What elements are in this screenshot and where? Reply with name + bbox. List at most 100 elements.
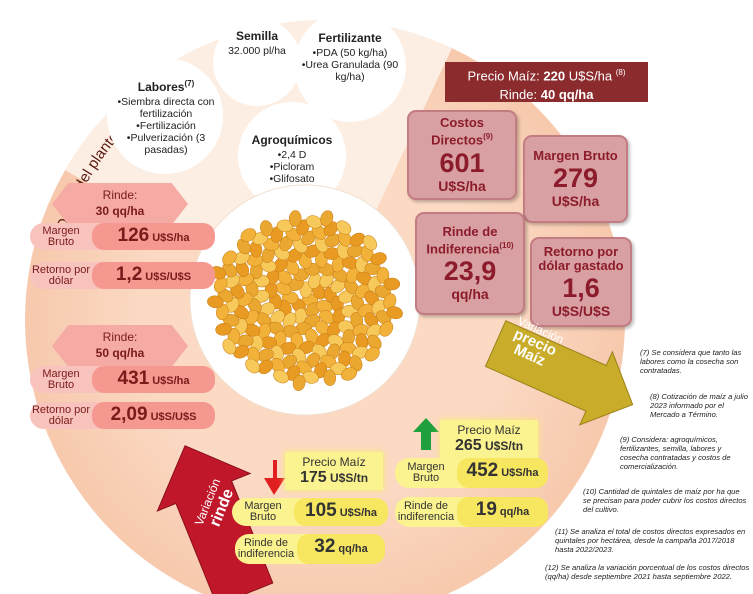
kernel xyxy=(364,347,380,362)
metric-row: Margen Bruto 431 U$S/ha xyxy=(30,366,215,393)
input-fertilizante: Fertilizante •PDA (50 kg/ha) •Urea Granula… xyxy=(300,32,400,83)
kernel xyxy=(320,210,334,227)
bubble xyxy=(294,10,406,122)
kernel xyxy=(258,359,273,375)
input-item: •2,4 D xyxy=(277,149,307,161)
footnote: (12) Se analiza la variación porcentual … xyxy=(545,563,750,582)
metric-row: Margen Bruto 452 U$S/ha xyxy=(395,458,548,488)
kernel xyxy=(240,228,257,242)
scenario-header: Precio Maíz 265 U$S/tn xyxy=(440,420,538,458)
price-line: 265 U$S/tn xyxy=(440,438,538,454)
value: 431 xyxy=(117,368,150,389)
kernel xyxy=(362,235,377,251)
row-value: 452 U$S/ha xyxy=(457,458,548,488)
unit: U$S/ha xyxy=(152,232,190,244)
kernel xyxy=(367,334,382,350)
up-arrow xyxy=(413,418,439,450)
metric-row: Rinde de indiferencia 19 qq/ha xyxy=(395,497,548,527)
input-title: Fertilizante xyxy=(300,32,400,44)
metric-row: Retorno por dólar 2,09 U$S/U$S xyxy=(30,402,215,429)
result-box: Costos Directos(9) 601 U$S/ha xyxy=(407,110,517,200)
input-agroquimicos: Agroquímicos •2,4 D •Picloram •Glifosato xyxy=(242,134,342,185)
result-value: 1,6 xyxy=(562,273,600,303)
unit: U$S/U$S xyxy=(145,271,192,283)
corn xyxy=(207,210,403,392)
row-value: 2,09 U$S/U$S xyxy=(92,402,215,429)
label: Costos Directos xyxy=(431,115,485,148)
label: Precio Maíz xyxy=(302,455,366,469)
row-label: Rinde de indiferencia xyxy=(397,500,455,523)
kernel xyxy=(383,277,401,291)
kernel xyxy=(383,293,397,310)
kernel xyxy=(349,232,366,247)
row-value: 32 qq/ha xyxy=(297,534,385,564)
row-value: 19 qq/ha xyxy=(457,497,548,527)
unit: U$S/tn xyxy=(485,439,524,453)
scenario-header: Precio Maíz 175 U$S/tn xyxy=(285,452,383,490)
note: (9) xyxy=(483,132,493,142)
scenario-header: Rinde: 50 qq/ha xyxy=(52,325,188,367)
footnote: (7) Se considera que tanto las labores c… xyxy=(640,348,742,376)
arrow-shape xyxy=(484,320,634,426)
bubble xyxy=(238,102,346,210)
input-labores: Labores(7) •Siembra directa con fertiliza… xyxy=(110,78,222,156)
result-value: 23,9 xyxy=(443,256,497,287)
value: 32 xyxy=(314,536,336,557)
result-label: Margen Bruto xyxy=(525,149,626,163)
kernel xyxy=(233,345,250,359)
input-semilla: Semilla 32.000 pl/ha xyxy=(217,30,297,57)
value: 452 xyxy=(466,460,499,481)
unit: U$S/ha xyxy=(152,375,190,387)
bubble xyxy=(213,18,301,106)
label: Rinde: xyxy=(102,188,138,202)
row-label: Retorno por dólar xyxy=(31,403,91,427)
footnote: (11) Se analiza el total de costos direc… xyxy=(555,527,746,555)
row-label: Margen Bruto xyxy=(244,500,282,523)
yield-arrow xyxy=(156,445,274,594)
footnote: (10) Cantidad de quintales de maíz por h… xyxy=(583,487,747,515)
kernel xyxy=(305,328,319,345)
label: Rinde de Indiferencia xyxy=(426,223,500,257)
kernel xyxy=(207,295,224,309)
unit: qq/ha xyxy=(338,543,368,555)
kernel xyxy=(276,219,294,233)
kernel xyxy=(285,259,300,276)
result-value: 601 xyxy=(439,147,485,178)
note: (7) xyxy=(184,79,195,88)
input-title: Semilla xyxy=(217,30,297,42)
input-title: Agroquímicos xyxy=(242,134,342,146)
input-item: •PDA (50 kg/ha) xyxy=(312,47,388,59)
result-unit: qq/ha xyxy=(451,286,489,303)
metric-row: Margen Bruto 105 U$S/ha xyxy=(232,498,388,526)
row-value: 431 U$S/ha xyxy=(92,366,215,393)
kernel xyxy=(302,370,319,384)
note: (10) xyxy=(499,240,514,250)
kernel xyxy=(386,306,403,320)
footnote: (8) Cotización de maíz a julio 2023 info… xyxy=(650,392,748,420)
kernel xyxy=(273,369,289,384)
unit: qq/ha xyxy=(499,506,530,518)
scenario-header: Rinde: 30 qq/ha xyxy=(52,183,188,225)
result-label: Retorno por dólar gastado xyxy=(532,245,630,273)
input-title: Labores(7) xyxy=(110,78,222,93)
kernel xyxy=(216,303,229,321)
footnote: (9) Considera: agroquímicos, fertilizant… xyxy=(620,435,731,472)
result-box: Retorno por dólar gastado 1,6 U$S/U$S xyxy=(530,237,632,327)
value: 1,2 xyxy=(115,264,143,285)
result-unit: U$S/ha xyxy=(438,177,486,194)
price-line: Precio Maíz: 220 U$S/ha (8) xyxy=(445,63,648,85)
yield: 30 qq/ha xyxy=(95,204,145,218)
kernel xyxy=(288,210,302,227)
label: Precio Maíz: xyxy=(467,68,540,84)
input-item: •Urea Granulada (90 kg/ha) xyxy=(301,59,399,83)
kernel xyxy=(341,367,357,381)
kernel xyxy=(215,322,232,336)
result-unit: U$S/ha xyxy=(551,193,600,209)
unit: U$S/tn xyxy=(330,471,369,485)
title: Labores xyxy=(137,80,185,94)
kernel xyxy=(379,321,394,337)
price-arrow xyxy=(484,320,634,426)
input-item: •Pulverización (3 pasadas) xyxy=(126,132,206,156)
label: Retorno por dólar gastado xyxy=(538,244,624,273)
result-box: Margen Bruto 279 U$S/ha xyxy=(523,135,628,223)
